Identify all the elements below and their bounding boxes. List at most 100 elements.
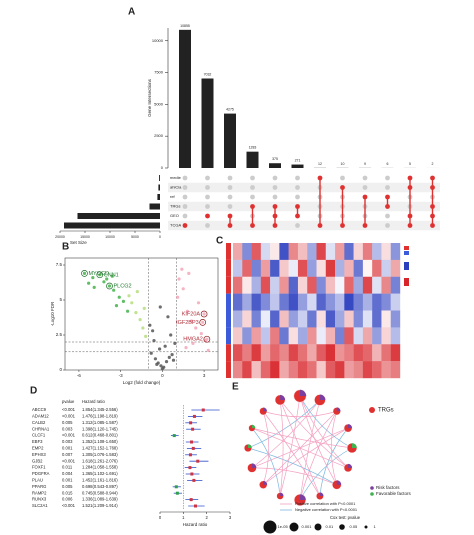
heat-cell [372,259,382,277]
point [184,346,188,350]
panel-label: C [216,236,223,247]
set-tick-label: 15000 [80,235,90,239]
edge [299,395,349,469]
point [149,351,153,355]
highlight-ring [81,270,88,277]
set-tick-label: 20000 [55,235,65,239]
empty-dot [182,213,188,219]
heat-cell [316,310,326,328]
heat-cell [260,327,271,345]
heat-cell [344,259,354,277]
size-key-label: 0.01 [326,524,335,529]
node-type-wedge [336,480,342,485]
heat-cell [344,276,354,294]
heat-cell [242,243,252,261]
heat-cell [353,310,364,328]
heat-cell [288,361,299,379]
pvalue: 0.007 [62,452,73,457]
node-type-wedge [263,407,267,412]
x-tick-label: 1 [182,515,185,520]
gene-label: PLAU [32,478,43,483]
legend-title: Cox test: pvalue [330,515,361,520]
point [158,305,162,309]
empty-dot [295,223,300,228]
pvalue: 0.001 [62,446,73,451]
point [130,301,134,305]
annotation: HMGA2 [183,337,203,343]
empty-dot [272,175,278,181]
set-axis-label: Set Size [70,240,87,245]
size-key [364,525,368,529]
point [163,344,167,348]
point [152,339,156,343]
edge [251,427,349,469]
hazard-ratio [193,504,197,508]
heat-cell [270,243,280,261]
gene-label: EPHX3 [32,452,46,457]
point [125,309,130,313]
hazard-ratio [172,434,176,438]
member-dot [430,223,435,228]
point [176,295,180,299]
node-type-wedge [300,494,306,500]
set-size-bar [64,222,160,229]
heat-cell [233,327,243,345]
heat-cell [307,293,317,311]
y-tick-label: 7.5 [56,262,63,267]
heat-cell [390,344,401,362]
heat-cell [325,361,336,379]
bar-label: 12 [318,162,322,166]
point [134,311,138,315]
edge [262,411,321,497]
node-type-wedge [336,407,341,412]
node-type-wedge [352,443,357,448]
empty-dot [182,175,188,181]
y-tick-label: 10000 [152,38,164,43]
heat-cell [353,276,364,294]
heat-cell [381,327,391,345]
point [177,277,181,281]
member-dot [250,223,255,228]
heat-cell [233,243,243,261]
node-type-wedge [280,492,284,497]
point [135,290,139,294]
heat-cell [279,310,289,328]
point [102,280,106,284]
empty-dot [205,204,210,209]
heat-cell [390,259,401,277]
bar [291,164,304,168]
heat-cell [270,276,280,294]
x-tick-label: 0 [159,515,162,520]
member-dot [317,175,323,181]
set-size-bar [157,194,160,200]
heat-cell [381,293,391,311]
point [107,284,112,288]
point [170,353,174,357]
pvalue: 0.005 [62,420,73,425]
bar-label: 4275 [226,108,234,112]
heat-cell [353,293,364,311]
edge [279,399,349,469]
annotation: CNN1 [104,272,119,278]
heat-cell [390,361,401,379]
gene-label: RAMP2 [32,490,47,495]
set-tick-label: 10000 [105,235,115,239]
heat-cell [335,259,345,277]
point [153,357,158,361]
point [138,318,142,322]
heat-cell [307,259,317,277]
empty-dot [295,175,300,181]
bar-label: 375 [272,157,278,161]
point [92,285,96,289]
heat-cell [307,310,317,328]
edge [299,395,353,449]
empty-dot [205,194,210,200]
heat-cell [233,310,243,328]
heat-cell [362,243,373,261]
heat-cell [251,361,262,379]
heat-cell [288,293,299,311]
heat-cell [288,327,299,345]
heat-cell [297,293,308,311]
legend-dot [370,492,374,496]
